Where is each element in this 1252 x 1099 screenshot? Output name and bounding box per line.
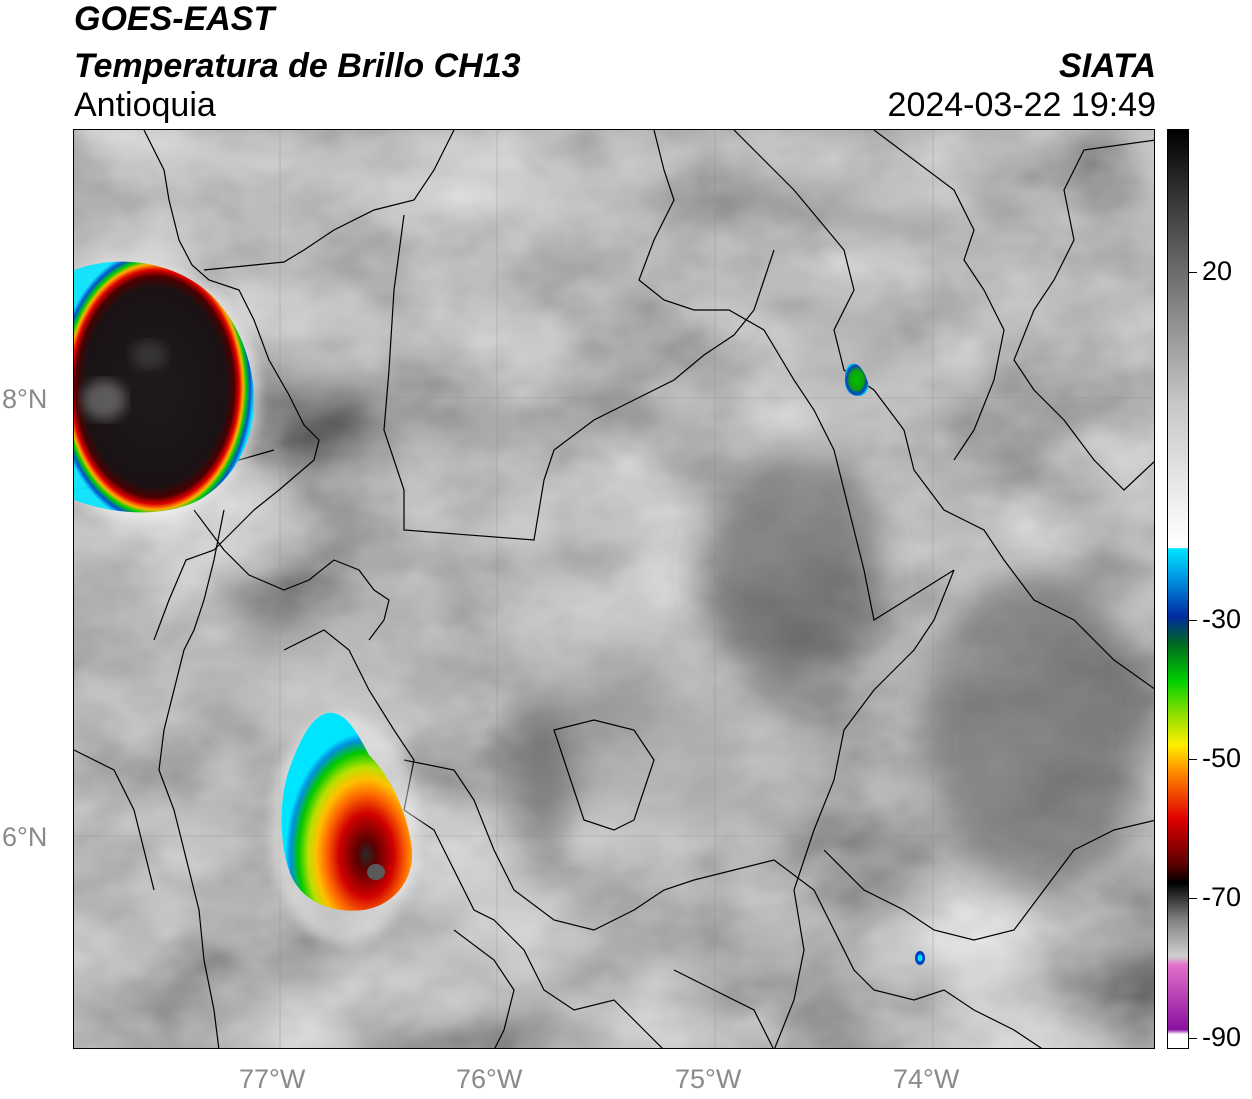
lon-label-74w: 74°W (893, 1064, 960, 1094)
title-region: Antioquia (74, 86, 216, 124)
colorbar (1167, 129, 1189, 1049)
storm-southeast (915, 951, 925, 965)
storm-northwest (74, 261, 259, 520)
ir-background (74, 130, 1154, 1048)
map-canvas (74, 130, 1154, 1048)
lat-label-8n: 8°N (2, 384, 48, 414)
colorbar-label-minus30: -30 (1202, 604, 1242, 634)
colorbar-tick (1189, 898, 1197, 899)
colorbar-label-minus70: -70 (1202, 882, 1242, 912)
colorbar-label-minus90: -90 (1202, 1022, 1242, 1052)
colorbar-tick (1189, 759, 1197, 760)
organization-label: SIATA (1059, 47, 1156, 85)
colorbar-label-minus50: -50 (1202, 743, 1242, 773)
storm-northeast (844, 363, 869, 396)
lat-label-6n: 6°N (2, 822, 48, 852)
storm-southwest (269, 712, 419, 945)
timestamp-label: 2024-03-22 19:49 (887, 86, 1156, 124)
boundaries (74, 130, 1154, 1048)
lon-label-77w: 77°W (239, 1064, 306, 1094)
title-satellite: GOES-EAST (74, 0, 275, 38)
colorbar-tick (1189, 620, 1197, 621)
satellite-map[interactable] (73, 129, 1155, 1049)
lon-label-75w: 75°W (675, 1064, 742, 1094)
colorbar-label-20: 20 (1202, 256, 1233, 286)
colorbar-tick (1189, 272, 1197, 273)
title-product: Temperatura de Brillo CH13 (74, 47, 521, 85)
lon-label-76w: 76°W (456, 1064, 523, 1094)
colorbar-tick (1189, 1038, 1197, 1039)
